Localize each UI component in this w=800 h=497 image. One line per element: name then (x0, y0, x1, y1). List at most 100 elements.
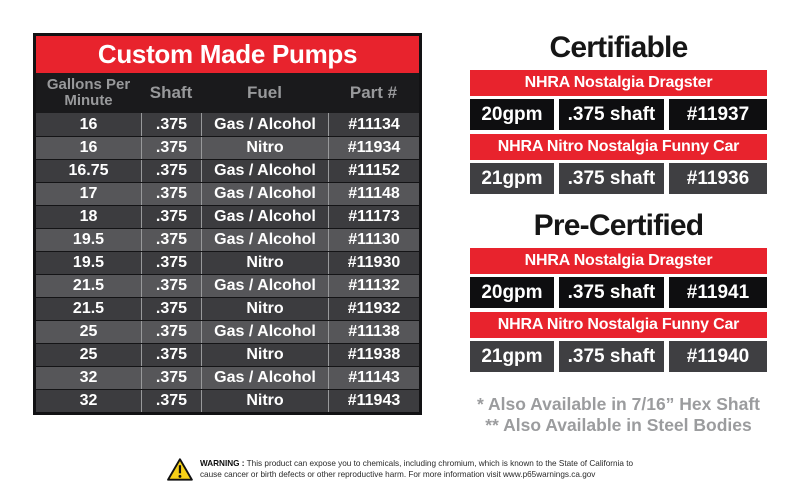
table-cell: #11932 (328, 298, 419, 320)
spec-cell: 20gpm (470, 277, 554, 308)
class-label-bar: NHRA Nostalgia Dragster (470, 248, 767, 274)
table-cell: Gas / Alcohol (201, 113, 328, 136)
table-row: 19.5 .375 Nitro #11930 (36, 251, 419, 274)
table-cell: .375 (141, 298, 201, 320)
table-body: 16.375 Gas / Alcohol #11134 16.375 Nitro #119… (36, 113, 419, 412)
table-row: 32 .375 Nitro #11943 (36, 389, 419, 412)
table-cell: .375 (141, 183, 201, 205)
table-cell: #11143 (328, 367, 419, 389)
table-cell: #11930 (328, 252, 419, 274)
spec-row: 21gpm .375 shaft #11936 (470, 163, 767, 194)
spec-cell: .375 shaft (558, 277, 664, 308)
table-cell: .375 (141, 252, 201, 274)
table-cell: Nitro (201, 252, 328, 274)
spec-cell: #11941 (668, 277, 767, 308)
table-cell: 25 (79, 346, 98, 363)
section-pre-certified: Pre-Certified NHRA Nostalgia Dragster 20gp… (470, 208, 767, 372)
table-row: 18 .375 Gas / Alcohol #11173 (36, 205, 419, 228)
table-cell: 21.5 (72, 277, 105, 294)
table-cell: #11934 (328, 137, 419, 159)
table-row: 21.5 .375 Gas / Alcohol #11132 (36, 274, 419, 297)
spec-cell: .375 shaft (558, 341, 664, 372)
header-cell: Gallons Per Minute (46, 75, 131, 109)
spec-row: 21gpm .375 shaft #11940 (470, 341, 767, 372)
warning-line-2: cause cancer or birth defects or other r… (199, 470, 596, 479)
table-cell: .375 (141, 321, 201, 343)
table-cell: Gas / Alcohol (201, 367, 328, 389)
spec-cell: #11940 (668, 341, 767, 372)
table-cell: 32 (79, 392, 98, 409)
table-cell: #11134 (328, 113, 419, 136)
table-row: 32 .375 Gas / Alcohol #11143 (36, 366, 419, 389)
table-cell: .375 (141, 113, 201, 136)
table-title: Custom Made Pumps (36, 36, 419, 73)
table-cell: #11943 (328, 390, 419, 412)
table-row: 25 .375 Nitro #11938 (36, 343, 419, 366)
table-cell: Gas / Alcohol (201, 160, 328, 182)
spec-cell: .375 shaft (558, 163, 664, 194)
section-heading: Pre-Certified (533, 209, 704, 242)
certification-panel: Certifiable NHRA Nostalgia Dragster 20gpm.… (470, 30, 767, 436)
footnote: * Also Available in 7/16” Hex Shaft (476, 394, 761, 414)
warning-label: WARNING : (199, 459, 245, 468)
table-row: 16.75 .375 Gas / Alcohol #11152 (36, 159, 419, 182)
table-row: 19.5 .375 Gas / Alcohol #11130 (36, 228, 419, 251)
spec-cell: 20gpm (470, 99, 554, 130)
table-cell: #11138 (328, 321, 419, 343)
table-cell: Gas / Alcohol (201, 321, 328, 343)
spec-cell: 21gpm (470, 341, 554, 372)
section-heading: Certifiable (549, 31, 689, 64)
table-cell: Gas / Alcohol (201, 183, 328, 205)
class-label-bar: NHRA Nitro Nostalgia Funny Car (470, 312, 767, 338)
table-cell: #11938 (328, 344, 419, 366)
header-cell: Part # (349, 82, 398, 102)
table-row: 21.5 .375 Nitro #11932 (36, 297, 419, 320)
warning-line-1: WARNING : This product can expose you to… (199, 459, 634, 468)
table-cell: 19.5 (72, 231, 105, 248)
table-cell: #11132 (328, 275, 419, 297)
table-cell: Nitro (201, 298, 328, 320)
table-row: 17 .375 Gas / Alcohol #11148 (36, 182, 419, 205)
table-cell: 18 (79, 208, 98, 225)
table-cell: Gas / Alcohol (201, 229, 328, 251)
spec-cell: #11937 (668, 99, 767, 130)
table-cell: .375 (141, 229, 201, 251)
table-cell: Gas / Alcohol (201, 275, 328, 297)
table-cell: 16 (79, 115, 98, 133)
table-cell: 17 (79, 185, 98, 202)
table-cell: Nitro (201, 390, 328, 412)
class-label-bar: NHRA Nostalgia Dragster (470, 70, 767, 96)
table-cell: #11148 (328, 183, 419, 205)
table-cell: Nitro (201, 137, 328, 159)
table-cell: #11152 (328, 160, 419, 182)
table-row: 16 .375 Nitro #11934 (36, 136, 419, 159)
table-row: 25 .375 Gas / Alcohol #11138 (36, 320, 419, 343)
table-cell: .375 (141, 160, 201, 182)
table-cell: #11173 (328, 206, 419, 228)
table-cell: 25 (79, 323, 98, 340)
footnotes: * Also Available in 7/16” Hex Shaft ** Al… (446, 394, 791, 436)
table-cell: 32 (79, 369, 98, 386)
header-cell: Shaft (149, 82, 193, 102)
spec-cell: #11936 (668, 163, 767, 194)
table-header-row: Gallons Per Minute Shaft Fuel Part # (36, 73, 419, 113)
table-cell: .375 (141, 344, 201, 366)
warning-triangle-icon (167, 457, 193, 481)
table-cell: 16 (79, 139, 98, 156)
spec-cell: .375 shaft (558, 99, 664, 130)
section-certifiable: Certifiable NHRA Nostalgia Dragster 20gpm.… (470, 30, 767, 194)
table-cell: .375 (141, 390, 201, 412)
table-cell: .375 (141, 137, 201, 159)
table-cell: .375 (141, 206, 201, 228)
table-cell: Gas / Alcohol (201, 206, 328, 228)
table-row: 16 .375 Gas / Alcohol #11134 (36, 113, 419, 136)
footnote: ** Also Available in Steel Bodies (485, 415, 752, 435)
table-cell: 21.5 (72, 300, 105, 317)
table-cell: .375 (141, 275, 201, 297)
spec-row: 20gpm .375 shaft #11937 (470, 99, 767, 130)
prop65-warning: WARNING : This product can expose you to… (167, 453, 633, 485)
table-cell: Nitro (201, 344, 328, 366)
table-cell: .375 (141, 367, 201, 389)
class-label-bar: NHRA Nitro Nostalgia Funny Car (470, 134, 767, 160)
